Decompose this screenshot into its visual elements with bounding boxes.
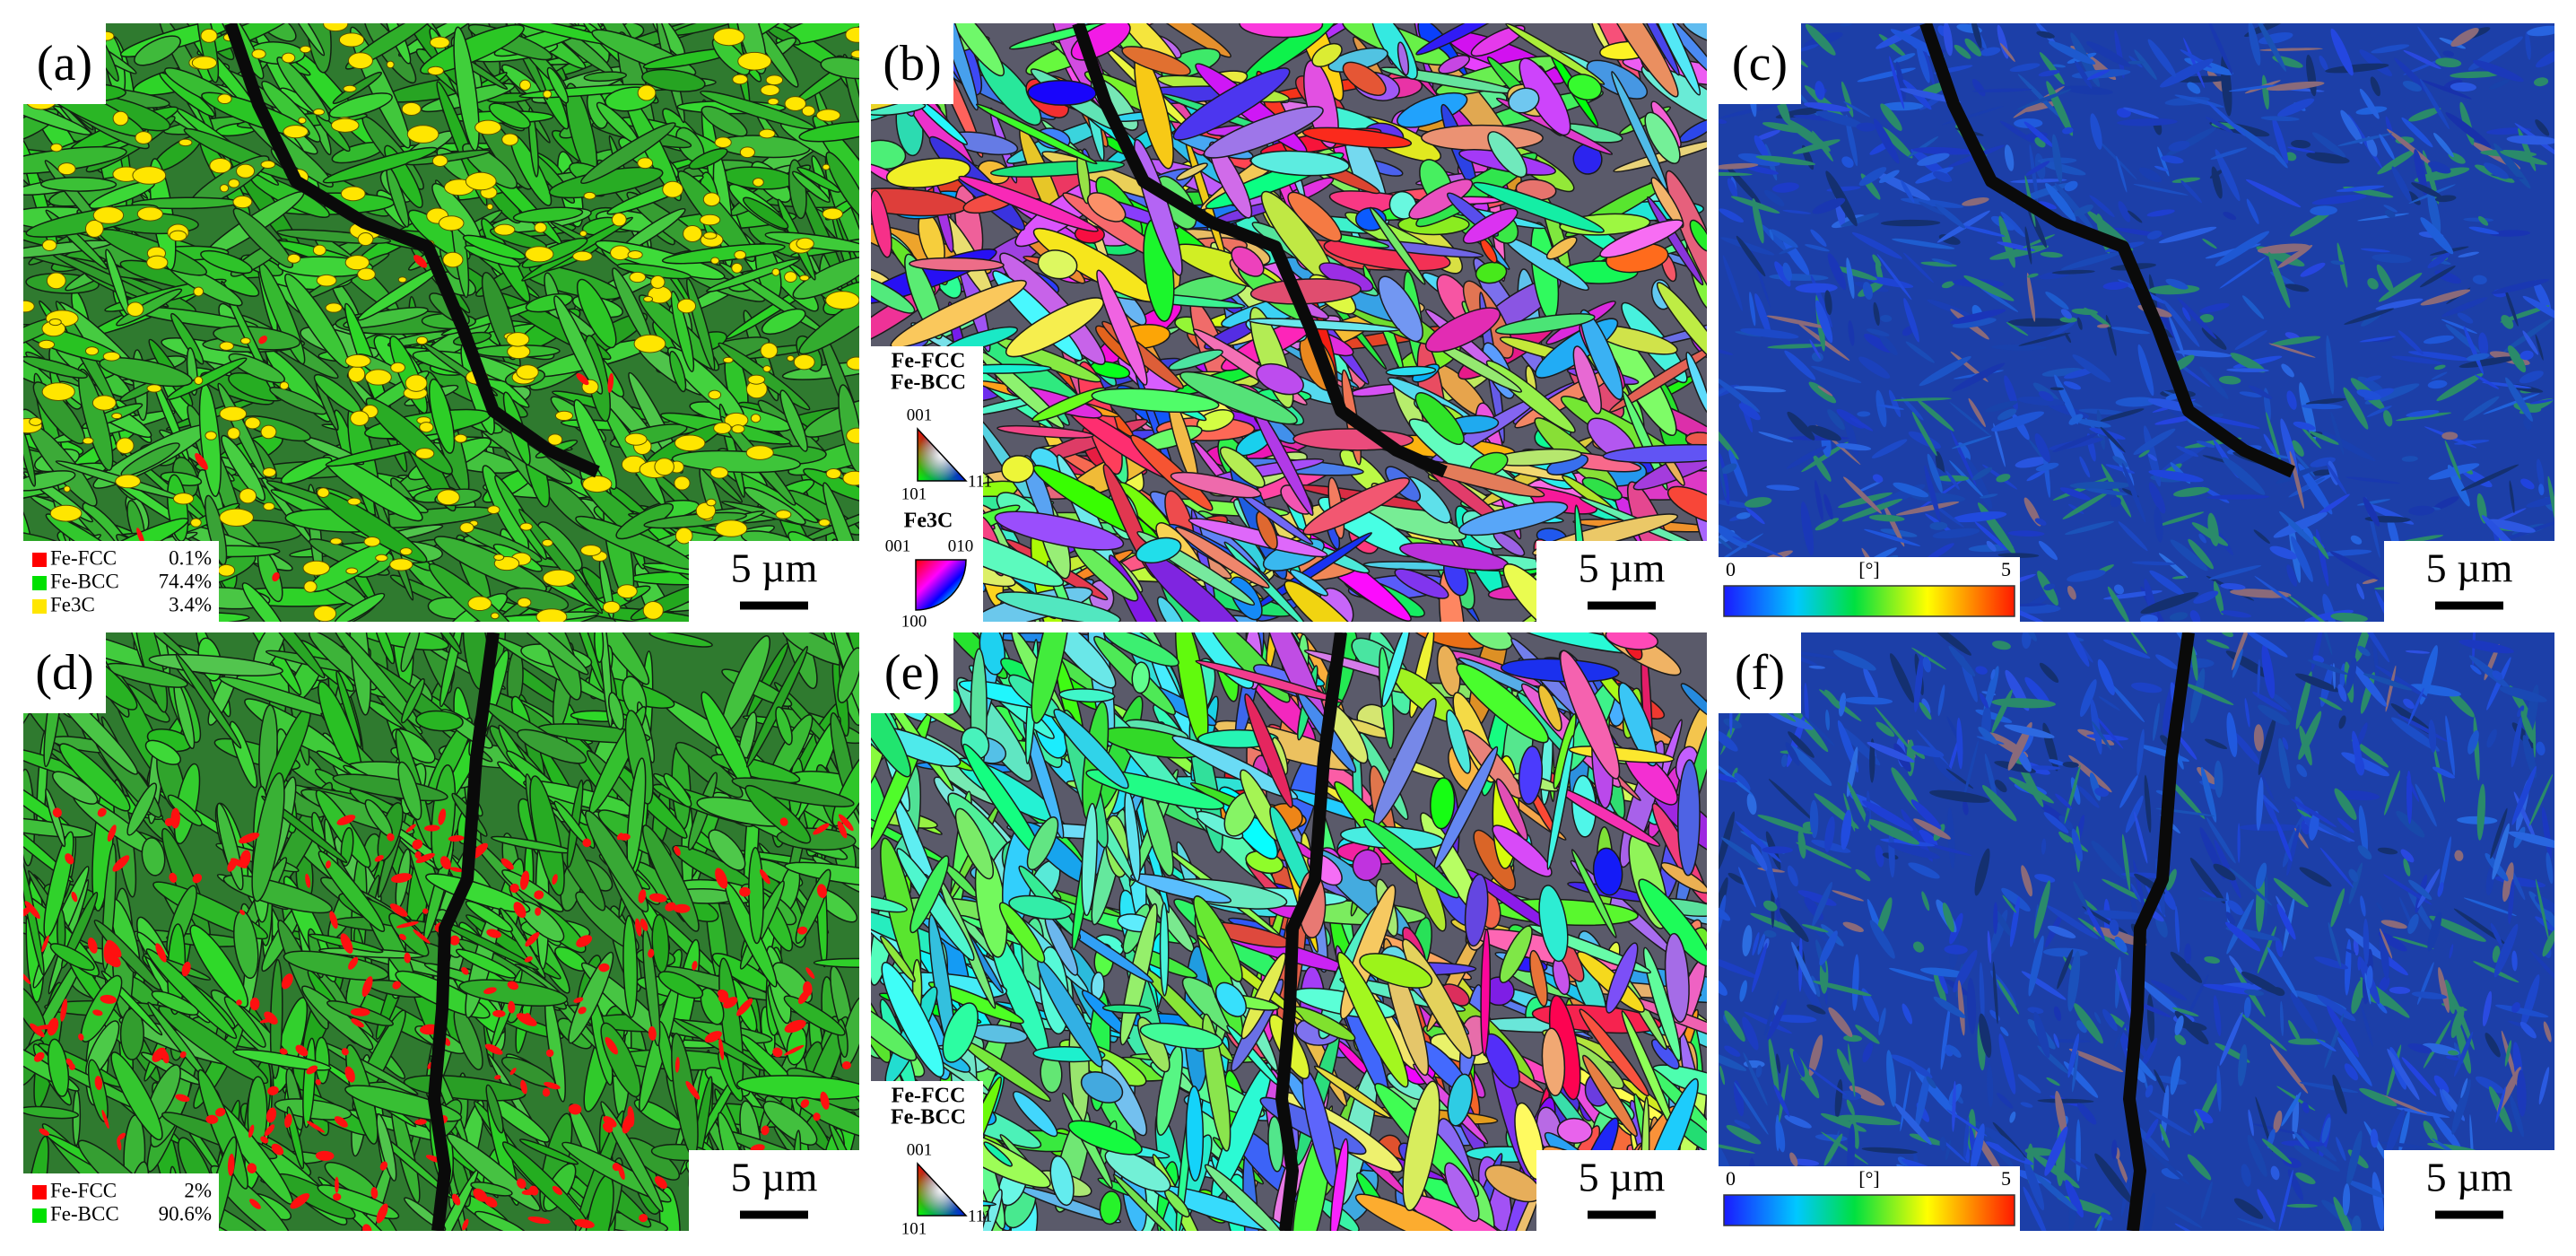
scale-bar-label: 5 µm [1579,1155,1666,1200]
crack [2123,632,2195,1231]
label-box [23,23,106,104]
panel: (f) 5 µm 0 [°] 5 [1719,632,2554,1231]
colorbar-max: 5 [2001,1167,2011,1190]
scale-bar-label: 5 µm [2426,1155,2513,1200]
ipf-pole: 101 [901,484,927,503]
ipf-phase: Fe-FCC [892,350,966,373]
label-box [23,632,106,713]
panel: (c) 5 µm 0 [°] 5 [1719,23,2554,622]
legend-swatch [32,1208,47,1223]
colorbar-max: 5 [2001,558,2011,580]
crack [224,23,600,478]
ipf-pole: 100 [901,612,927,631]
legend-name: Fe-FCC [50,546,117,569]
legend-swatch [32,576,47,590]
map-image [871,23,1707,622]
legend-box [23,541,219,622]
legend-name: Fe3C [50,593,95,615]
map-image [871,632,1707,1231]
panel-label: (b) [883,36,941,92]
crack [1275,632,1347,1231]
scale-bar-label: 5 µm [731,545,818,591]
scale-bar-label: 5 µm [2426,545,2513,591]
panel-label: (a) [37,36,92,92]
ipf-pole: 001 [907,1140,933,1159]
map-image [1719,632,2554,1231]
colorbar [1723,585,2015,617]
panel: (a) 5 µm Fe-FCC 0.1% Fe-BCC 74.4% Fe3C 3.4% [23,23,859,622]
legend-value: 3.4% [169,593,212,615]
label-box [1719,632,1801,713]
scale-bar-label: 5 µm [1579,545,1666,591]
ipf-phase: Fe3C [904,510,953,533]
legend-name: Fe-BCC [50,1202,119,1225]
legend-swatch [32,599,47,614]
ipf-pole: 111 [968,1207,992,1225]
legend-name: Fe-FCC [50,1179,117,1201]
legend-value: 2% [184,1179,212,1201]
ipf-pole: 001 [885,536,911,555]
legend-value: 74.4% [159,570,212,592]
colorbar-min: 0 [1726,1167,1736,1190]
legend-value: 90.6% [159,1202,212,1225]
ipf-pole: 101 [901,1219,927,1238]
ipf-pole: 111 [968,472,992,491]
colorbar-unit: [°] [1858,1167,1879,1190]
colorbar-min: 0 [1726,558,1736,580]
legend-swatch [32,1185,47,1199]
ipf-phase: Fe-BCC [891,371,966,395]
panel: (d) 5 µm Fe-FCC 2% Fe-BCC 90.6% [23,632,859,1231]
ipf-pole: 001 [907,406,933,424]
crack [428,632,500,1231]
panel-label: (d) [35,645,93,701]
panel-label: (f) [1735,645,1785,701]
colorbar-unit: [°] [1858,558,1879,580]
legend-name: Fe-BCC [50,570,119,592]
crack [1919,23,2295,478]
label-box [871,632,953,713]
panel-label: (c) [1732,36,1788,92]
ipf-pole: 010 [948,536,974,555]
ipf-phase: Fe-BCC [891,1106,966,1130]
legend-box [23,1173,219,1231]
scale-bar-label: 5 µm [731,1155,818,1200]
colorbar [1723,1194,2015,1226]
legend-swatch [32,553,47,567]
crack [1072,23,1448,478]
map-image [23,632,859,1231]
legend-value: 0.1% [169,546,212,569]
panel-label: (e) [884,645,940,701]
map-image [1719,23,2554,622]
ipf-phase: Fe-FCC [892,1085,966,1108]
label-box [871,23,953,104]
label-box [1719,23,1801,104]
